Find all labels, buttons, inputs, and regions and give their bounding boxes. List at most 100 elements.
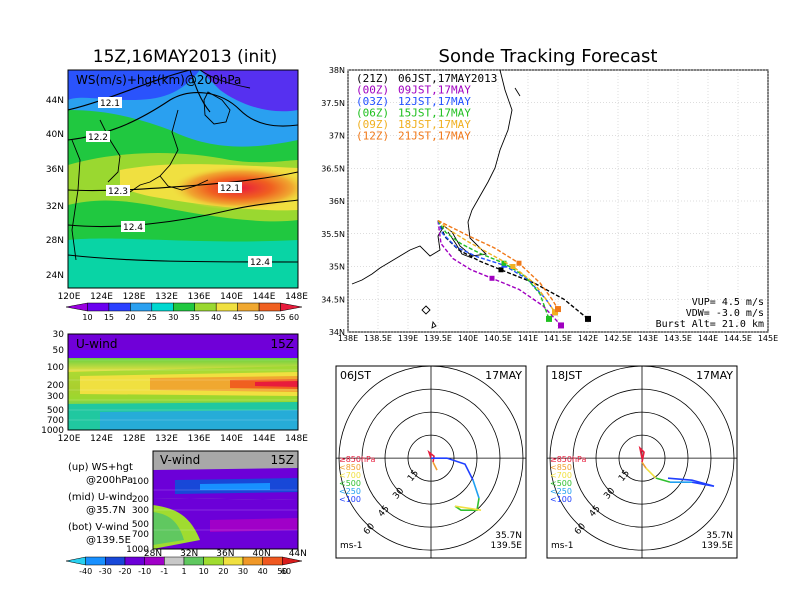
track-end-marker bbox=[552, 309, 558, 316]
track-lon-label: 141E bbox=[518, 334, 538, 343]
u-pressure-label: 500 bbox=[47, 406, 64, 416]
hodograph-legend-label: <700 bbox=[339, 471, 361, 480]
colorbar-swatch bbox=[223, 556, 244, 566]
track-lon-label: 139E bbox=[398, 334, 418, 343]
u-panel-time: 15Z bbox=[271, 337, 295, 351]
u-lon-label: 128E bbox=[123, 434, 146, 444]
left-title: 15Z,16MAY2013 (init) bbox=[93, 47, 278, 67]
map-lon-label: 140E bbox=[220, 292, 243, 302]
track-lon-ticks: 138E 138.5E 139E 139.5E 140E 140.5E 141E 141.5E… bbox=[338, 334, 778, 343]
colorbar-swatch bbox=[203, 556, 224, 566]
v-pressure-label: 1000 bbox=[126, 545, 149, 555]
track-lon-label: 143E bbox=[638, 334, 658, 343]
v-lat-ticks: 28N 32N 36N 40N 44N bbox=[144, 549, 307, 559]
colorbar-swatch bbox=[164, 556, 185, 566]
v-pressure-label: 700 bbox=[132, 530, 149, 540]
colorbar-swatch bbox=[65, 556, 86, 566]
colorbar-swatch bbox=[194, 302, 217, 312]
param-vdw: VDW= -3.0 m/s bbox=[686, 308, 764, 319]
hodograph-date: 17MAY bbox=[696, 369, 733, 382]
map-lon-label: 148E bbox=[285, 292, 308, 302]
hodograph-date: 17MAY bbox=[485, 369, 522, 382]
colorbar-label: 1 bbox=[181, 567, 186, 576]
param-burst: Burst Alt= 21.0 km bbox=[656, 319, 764, 330]
colorbar-label: 30 bbox=[238, 567, 248, 576]
hodograph-legend-label: <500 bbox=[550, 479, 572, 488]
hodograph-06jst: 15304560≥850hPa<850<700<500<250<10006JST… bbox=[335, 365, 527, 559]
colorbar-label: 60 bbox=[289, 313, 299, 322]
u-lon-label: 140E bbox=[220, 434, 243, 444]
track-marker bbox=[498, 267, 504, 273]
track-legend-code: (06Z) bbox=[356, 107, 389, 120]
colorbar-swatch bbox=[237, 302, 260, 312]
right-title: Sonde Tracking Forecast bbox=[439, 46, 658, 67]
track-panel: (21Z) 06JST,17MAY2013 (00Z) 09JST,17MAY (03Z… bbox=[321, 66, 778, 343]
note-mid-top: (mid) U-wind bbox=[68, 492, 132, 503]
track-end-marker bbox=[555, 306, 561, 313]
u-panel-label: U-wind bbox=[76, 337, 117, 351]
hodograph-lat: 35.7N bbox=[495, 531, 522, 541]
track-lon-label: 138.5E bbox=[364, 334, 392, 343]
colorbar-swatch bbox=[242, 556, 263, 566]
hodograph-unit: ms-1 bbox=[551, 541, 573, 551]
track-grid bbox=[347, 69, 769, 333]
hodograph-time: 06JST bbox=[340, 369, 371, 382]
track-legend-text: 15JST,17MAY bbox=[398, 107, 471, 120]
hodograph-trace bbox=[641, 461, 647, 469]
contour-label: 12.4 bbox=[250, 258, 270, 268]
colorbar-label: -10 bbox=[138, 567, 151, 576]
map-lat-label: 40N bbox=[46, 130, 64, 140]
contour-label: 12.4 bbox=[123, 223, 143, 233]
track-end-marker bbox=[558, 322, 564, 329]
track-legend-code: (03Z) bbox=[356, 95, 389, 108]
colorbar-label: -20 bbox=[118, 567, 131, 576]
track-line bbox=[437, 220, 562, 326]
colorbar-swatch bbox=[262, 556, 283, 566]
map-lat-label: 28N bbox=[46, 236, 64, 246]
colorbar-label: 60 bbox=[281, 567, 291, 576]
hodograph-legend-label: <250 bbox=[550, 487, 572, 496]
map-lon-label: 144E bbox=[253, 292, 276, 302]
u-pressure-label: 300 bbox=[47, 392, 64, 402]
track-lon-label: 145E bbox=[758, 334, 778, 343]
track-lat-label: 36.5N bbox=[321, 164, 345, 173]
track-lon-label: 140E bbox=[458, 334, 478, 343]
hodograph-trace bbox=[472, 479, 480, 499]
track-lon-label: 138E bbox=[338, 334, 358, 343]
track-legend-code: (09Z) bbox=[356, 118, 389, 131]
track-lat-label: 34N bbox=[329, 328, 345, 337]
track-lat-label: 38N bbox=[329, 66, 345, 75]
colorbar-swatch bbox=[183, 556, 204, 566]
map-lon-label: 136E bbox=[188, 292, 211, 302]
colorbar-swatch bbox=[130, 302, 153, 312]
colorbar-swatch bbox=[280, 302, 303, 312]
ws-map-panel: 12.1 12.2 12.3 12.4 12.1 12.4 WS(m/s)+hg… bbox=[46, 69, 309, 302]
track-legend: (21Z) 06JST,17MAY2013 (00Z) 09JST,17MAY (03Z… bbox=[356, 72, 497, 143]
track-lon-label: 144.5E bbox=[724, 334, 752, 343]
map-lat-label: 24N bbox=[46, 271, 64, 281]
map-lon-label: 132E bbox=[155, 292, 178, 302]
track-lat-label: 37N bbox=[329, 132, 345, 141]
colorbar-swatch bbox=[258, 302, 281, 312]
map-lon-ticks: 120E 124E 128E 132E 136E 140E 144E 148E bbox=[58, 292, 309, 302]
u-pressure-label: 30 bbox=[53, 330, 65, 340]
track-marker bbox=[501, 260, 507, 266]
note-up-bottom: @200hPa bbox=[86, 475, 133, 486]
hodograph-lon: 139.5E bbox=[702, 541, 734, 551]
colorbar-label: 35 bbox=[190, 313, 200, 322]
map-panel-label: WS(m/s)+hgt(km)@200hPa bbox=[76, 73, 241, 87]
colorbar-label: 10 bbox=[199, 567, 209, 576]
u-lon-label: 144E bbox=[253, 434, 276, 444]
contour-label: 12.1 bbox=[220, 184, 240, 194]
colorbar-swatch bbox=[151, 302, 174, 312]
colorbar-label: -40 bbox=[79, 567, 92, 576]
hodograph-legend-label: <500 bbox=[339, 479, 361, 488]
map-lon-label: 128E bbox=[123, 292, 146, 302]
map-lat-ticks: 44N 40N 36N 32N 28N 24N bbox=[46, 96, 64, 281]
v-lat-label: 28N bbox=[144, 549, 162, 559]
colorbar-swatch bbox=[124, 556, 145, 566]
colorbar-swatch bbox=[108, 302, 131, 312]
